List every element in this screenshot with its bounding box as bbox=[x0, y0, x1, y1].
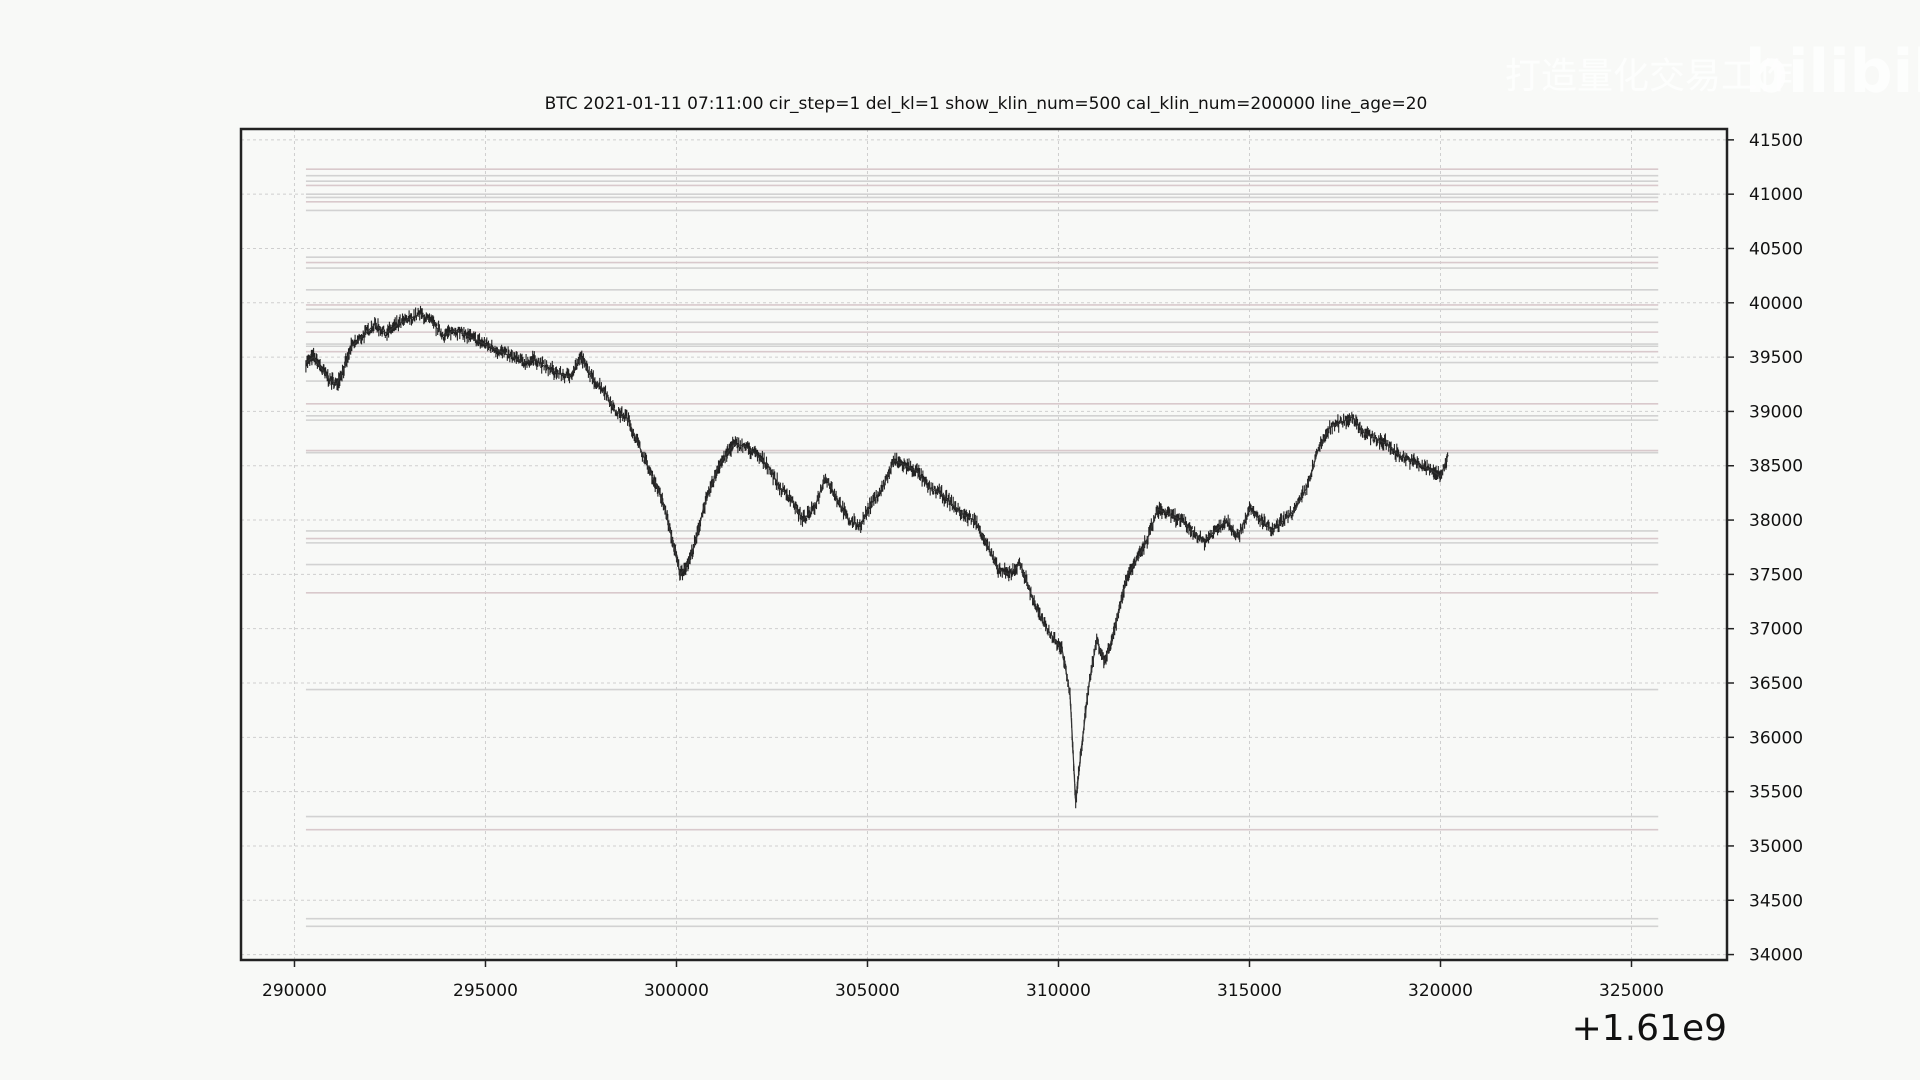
x-tick-label: 310000 bbox=[1026, 981, 1091, 1001]
bilibili-logo: bilibili bbox=[1745, 37, 1920, 107]
price-series bbox=[305, 305, 1449, 809]
y-tick-label: 36500 bbox=[1749, 674, 1803, 694]
price-line bbox=[305, 313, 1449, 803]
y-tick-label: 41000 bbox=[1749, 185, 1803, 205]
x-tick-label: 300000 bbox=[644, 981, 709, 1001]
y-axis: 34000 34500 35000 35500 36000 36500 37000 37500… bbox=[1727, 131, 1803, 966]
y-tick-label: 37000 bbox=[1749, 620, 1803, 640]
x-tick-label: 325000 bbox=[1599, 981, 1664, 1001]
x-offset-label: +1.61e9 bbox=[1572, 1008, 1727, 1049]
y-tick-label: 38000 bbox=[1749, 511, 1803, 531]
y-tick-label: 34000 bbox=[1749, 946, 1803, 966]
y-tick-label: 38500 bbox=[1749, 457, 1803, 477]
chart-title: BTC 2021-01-11 07:11:00 cir_step=1 del_k… bbox=[545, 94, 1428, 114]
plot-frame bbox=[239, 127, 1729, 962]
y-tick-label: 39000 bbox=[1749, 402, 1803, 422]
y-tick-label: 40500 bbox=[1749, 239, 1803, 259]
x-tick-label: 315000 bbox=[1217, 981, 1282, 1001]
y-tick-label: 37500 bbox=[1749, 565, 1803, 585]
y-tick-label: 35500 bbox=[1749, 783, 1803, 803]
y-tick-label: 34500 bbox=[1749, 891, 1803, 911]
y-tick-label: 40000 bbox=[1749, 294, 1803, 314]
watermark-text: 打造量化交易工作 bbox=[1505, 56, 1793, 97]
x-tick-label: 305000 bbox=[835, 981, 900, 1001]
y-tick-label: 36000 bbox=[1749, 728, 1803, 748]
x-tick-label: 320000 bbox=[1408, 981, 1473, 1001]
x-tick-label: 295000 bbox=[453, 981, 518, 1001]
x-axis: 290000 295000 300000 305000 310000 315000 3200… bbox=[262, 960, 1664, 1001]
watermark: 打造量化交易工作 bilibili bbox=[1505, 37, 1920, 107]
y-tick-label: 39500 bbox=[1749, 348, 1803, 368]
x-tick-label: 290000 bbox=[262, 981, 327, 1001]
y-tick-label: 35000 bbox=[1749, 837, 1803, 857]
y-tick-label: 41500 bbox=[1749, 131, 1803, 151]
level-lines bbox=[305, 168, 1659, 928]
